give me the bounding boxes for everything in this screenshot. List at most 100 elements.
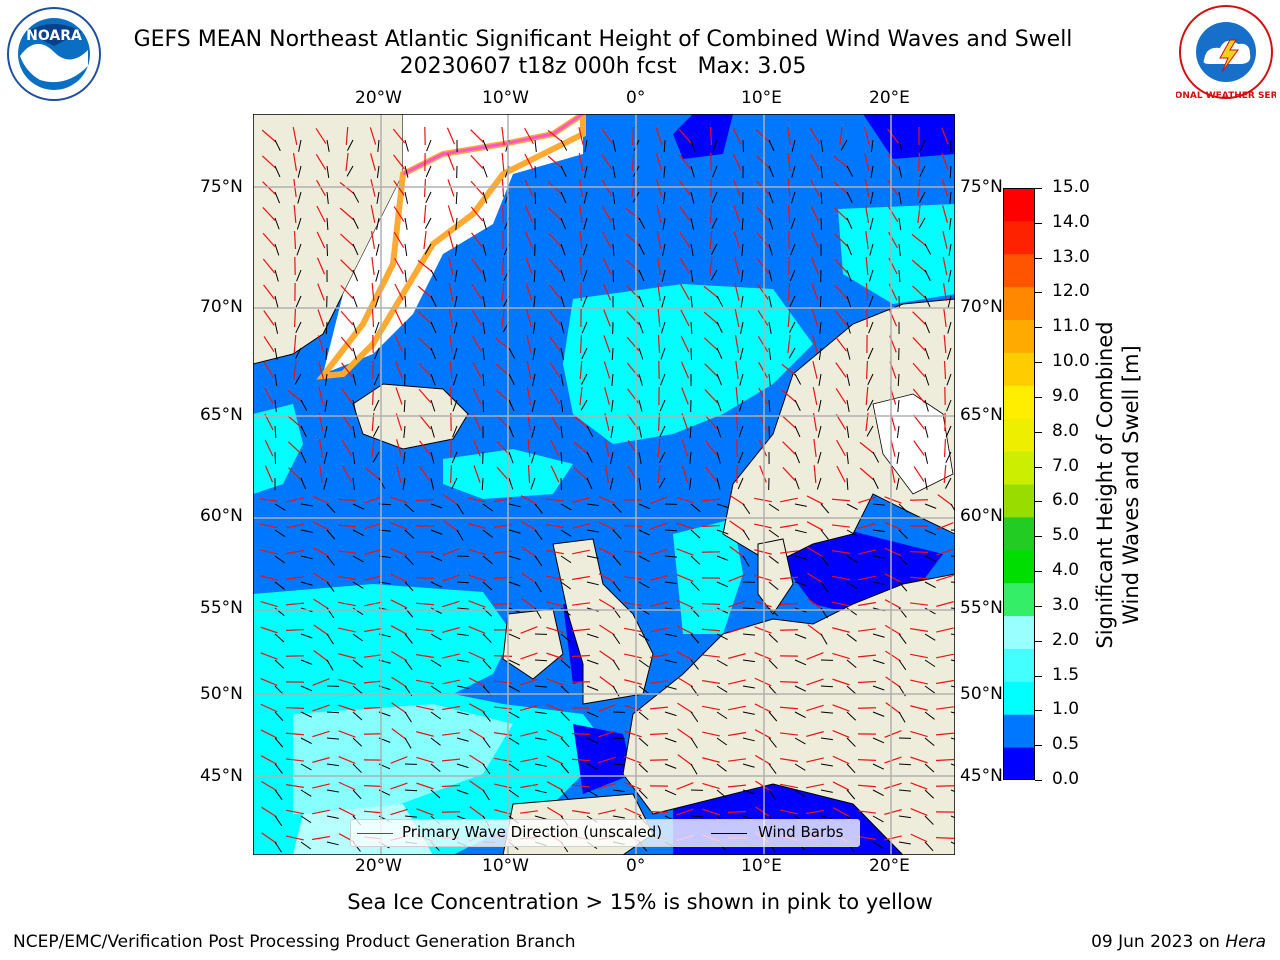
wave-direction-arrow	[782, 441, 796, 455]
colorbar-tick-mark	[1035, 501, 1042, 503]
wind-barb	[580, 373, 588, 385]
wave-direction-arrow	[857, 628, 877, 632]
wave-direction-arrow	[705, 466, 717, 482]
wave-direction-arrow	[787, 308, 791, 328]
wave-direction-arrow	[833, 155, 849, 169]
noaa-logo: NOARA	[7, 7, 101, 101]
wind-barb	[426, 139, 432, 152]
wind-barb	[638, 425, 643, 438]
wave-direction-arrow	[416, 705, 434, 711]
colorbar-tick-mark	[1035, 257, 1042, 259]
wind-barb	[403, 399, 406, 413]
wind-barb	[508, 529, 521, 534]
wave-direction-arrow	[524, 179, 534, 197]
wave-direction-arrow	[546, 549, 564, 555]
wave-direction-arrow	[449, 334, 453, 354]
colorbar-tick-mark	[1035, 571, 1042, 573]
wave-direction-arrow	[781, 415, 797, 429]
wave-direction-arrow	[885, 650, 901, 662]
wave-direction-arrow	[370, 231, 376, 249]
wave-direction-arrow	[677, 728, 693, 740]
wind-barb	[430, 789, 441, 799]
wave-direction-arrow	[727, 810, 747, 814]
wind-barb	[373, 399, 380, 412]
wind-barb	[716, 477, 721, 490]
wave-direction-arrow	[364, 496, 382, 504]
wind-barb	[609, 477, 614, 490]
wave-direction-arrow	[340, 336, 354, 352]
wind-barb	[690, 555, 701, 565]
colorbar-segment	[1003, 418, 1035, 452]
wind-barb	[582, 243, 588, 256]
wave-direction-arrow	[442, 548, 460, 556]
wind-barb	[586, 477, 593, 490]
wave-direction-arrow	[936, 679, 954, 685]
wave-direction-arrow	[757, 335, 769, 353]
wave-direction-arrow	[812, 361, 818, 379]
wave-direction-arrow	[549, 336, 561, 352]
wind-barb	[296, 269, 302, 282]
wave-direction-arrow	[599, 650, 615, 662]
wave-direction-arrow	[471, 284, 483, 300]
wind-barb	[612, 737, 626, 740]
wind-barb	[404, 191, 409, 204]
lon-tick-bottom-20w: 20°W	[355, 856, 402, 876]
wave-direction-arrow	[884, 809, 902, 815]
wave-direction-arrow	[292, 153, 298, 171]
wind-barb	[716, 321, 723, 333]
wind-barb	[560, 295, 565, 308]
colorbar-tick-label: 11.0	[1052, 316, 1090, 337]
colorbar-tick-mark	[1035, 745, 1042, 747]
wind-barb	[794, 685, 807, 692]
wind-barb	[274, 217, 280, 230]
lat-tick-left-60n: 60°N	[200, 506, 243, 526]
wave-direction-arrow	[369, 127, 377, 145]
wave-direction-arrow	[832, 550, 850, 554]
wind-barb	[659, 399, 666, 412]
wind-barb	[376, 217, 380, 230]
wind-barb	[868, 321, 874, 334]
wave-direction-arrow	[834, 310, 848, 326]
wave-direction-arrow	[521, 546, 537, 558]
wave-direction-arrow	[340, 259, 354, 273]
wind-barb	[352, 425, 356, 438]
wind-barb	[296, 243, 302, 256]
colorbar-segment	[1003, 516, 1035, 551]
wave-direction-arrow	[318, 387, 324, 405]
wave-direction-arrow	[493, 680, 513, 684]
wave-direction-arrow	[943, 464, 947, 484]
colorbar-tick-label: 8.0	[1052, 420, 1080, 441]
lat-tick-left-65n: 65°N	[200, 405, 243, 425]
map-legend: Primary Wave Direction (unscaled) Wind B…	[350, 819, 860, 847]
wave-direction-arrow	[655, 153, 663, 171]
waves-1-1p5-barents	[838, 204, 955, 304]
wind-barb	[846, 399, 850, 412]
wind-barb	[325, 347, 328, 360]
wave-direction-arrow	[734, 257, 740, 275]
wind-barb	[872, 711, 885, 717]
wind-barb	[638, 217, 646, 229]
wave-direction-arrow	[701, 628, 721, 632]
wind-barb	[872, 581, 885, 585]
wind-barb	[404, 139, 409, 152]
wave-direction-arrow	[546, 678, 564, 686]
wind-barb	[896, 425, 900, 438]
wind-barb	[947, 321, 952, 334]
wave-direction-arrow	[656, 231, 662, 249]
wind-barb	[482, 529, 493, 538]
wave-direction-arrow	[857, 654, 877, 658]
wave-direction-arrow	[571, 758, 591, 762]
wave-direction-arrow	[806, 783, 824, 789]
wave-direction-arrow	[365, 467, 381, 481]
wind-barb	[948, 217, 952, 230]
wave-direction-arrow	[442, 627, 460, 633]
wind-barb	[872, 841, 884, 849]
wind-barb	[402, 451, 406, 464]
wind-barb	[583, 191, 588, 204]
colorbar-segment	[1003, 549, 1035, 584]
wind-barb	[768, 321, 772, 334]
wind-barb	[866, 425, 874, 437]
wave-direction-arrow	[806, 546, 824, 558]
wave-direction-arrow	[857, 784, 877, 788]
wave-direction-arrow	[865, 256, 869, 276]
